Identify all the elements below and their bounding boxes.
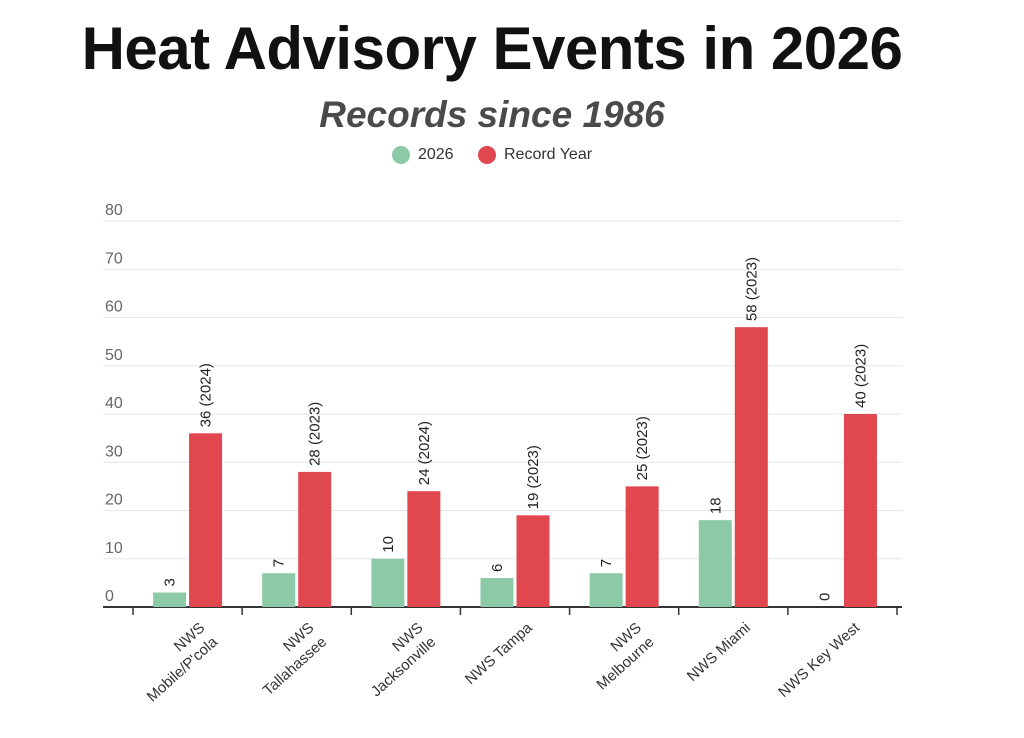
bar-record-year [189, 433, 223, 607]
bar-record-year [734, 327, 768, 607]
x-category-label: NWSMobile/P'cola [131, 619, 222, 706]
bar-record-year [516, 515, 550, 607]
y-tick-label: 10 [105, 540, 123, 557]
bar-record-year [298, 471, 332, 607]
y-tick-label: 0 [105, 588, 114, 605]
bar-record-year [407, 491, 441, 607]
x-category-label: NWSJacksonville [355, 619, 439, 700]
x-category-label: NWSTallahassee [247, 619, 330, 699]
value-label-2026: 18 [707, 497, 724, 514]
legend-item-2026: 2026 [391, 146, 454, 164]
legend-label-2026: 2026 [417, 146, 454, 163]
value-label-2026: 6 [489, 564, 506, 572]
value-label-record-year: 36 (2024) [198, 363, 215, 427]
value-label-record-year: 25 (2023) [634, 416, 651, 480]
x-category-label: NWS Miami [684, 619, 754, 685]
x-category-label-line: NWS Tampa [462, 619, 536, 688]
value-label-2026: 7 [271, 559, 288, 567]
bar-record-year [625, 486, 659, 607]
legend-swatch-record-year [477, 146, 496, 164]
bar-2026 [153, 592, 187, 607]
bar-2026 [371, 558, 405, 607]
legend-item-record-year: Record Year [477, 146, 593, 164]
legend-swatch-2026 [391, 146, 410, 164]
value-label-2026: 3 [162, 578, 179, 586]
y-tick-label: 60 [105, 299, 123, 316]
value-label-2026: 7 [598, 559, 615, 567]
value-label-record-year: 40 (2023) [852, 344, 869, 408]
x-category-label-line: NWS Key West [775, 619, 864, 701]
value-label-2026: 10 [380, 536, 397, 553]
y-tick-label: 20 [105, 492, 123, 509]
bar-2026 [480, 578, 514, 607]
y-tick-label: 80 [105, 202, 123, 219]
bar-2026 [589, 573, 623, 607]
y-tick-label: 40 [105, 395, 123, 412]
x-category-label-line: NWS Miami [684, 619, 754, 685]
y-tick-label: 30 [105, 443, 123, 460]
bar-2026 [262, 573, 296, 607]
x-category-label: NWS Tampa [462, 619, 536, 688]
value-label-record-year: 19 (2023) [525, 445, 542, 509]
bar-record-year [843, 414, 877, 607]
y-tick-label: 70 [105, 250, 123, 267]
value-label-record-year: 28 (2023) [307, 402, 324, 466]
value-label-record-year: 58 (2023) [743, 257, 760, 321]
x-category-label: NWS Key West [775, 619, 864, 701]
bar-2026 [698, 520, 732, 607]
y-tick-label: 50 [105, 347, 123, 364]
value-label-record-year: 24 (2024) [416, 421, 433, 485]
chart-legend: 2026 Record Year [0, 146, 984, 169]
chart-title: Heat Advisory Events in 2026 [81, 15, 903, 82]
chart-subtitle: Records since 1986 [319, 94, 665, 135]
x-category-label: NWSMelbourne [581, 619, 658, 693]
value-label-2026: 0 [816, 593, 833, 601]
legend-label-record-year: Record Year [503, 146, 593, 163]
